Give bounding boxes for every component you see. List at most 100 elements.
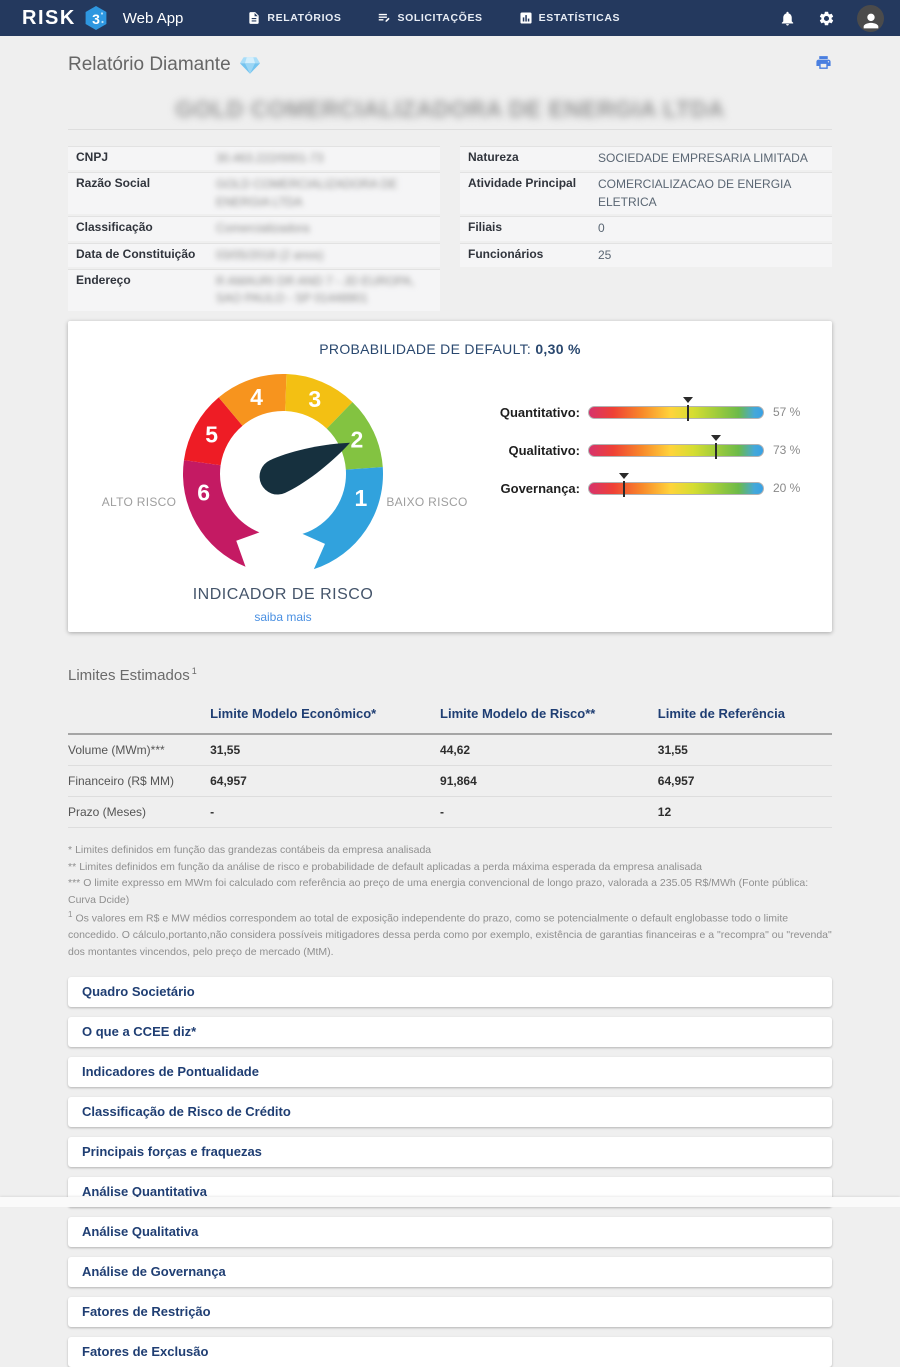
info-value: COMERCIALIZACAO DE ENERGIA ELETRICA — [598, 177, 791, 209]
info-row: Endereço R AMAURI DR AND 7 - JD EUROPA, … — [68, 268, 440, 311]
user-avatar[interactable] — [857, 4, 884, 32]
info-row: Funcionários 25 — [460, 242, 832, 267]
cell-value: - — [440, 796, 658, 828]
info-label: Classificação — [76, 220, 153, 235]
bar-marker — [683, 396, 694, 421]
accordion-fatores-exclusao[interactable]: Fatores de Exclusão — [68, 1336, 832, 1367]
nav-item-relatorios[interactable]: RELATÓRIOS — [247, 11, 341, 25]
gauge-number-2: 2 — [351, 426, 364, 452]
footnote: 1 Os valores em R$ e MW médios correspond… — [68, 909, 832, 959]
accordion-forcas-fraquezas[interactable]: Principais forças e fraquezas — [68, 1136, 832, 1167]
footnote: ** Limites definidos em função da análise… — [68, 860, 702, 873]
info-label: Atividade Principal — [468, 176, 577, 191]
brand-text: RISK — [22, 6, 76, 29]
gauge-number-1: 1 — [355, 485, 368, 511]
accordion-risco-credito[interactable]: Classificação de Risco de Crédito — [68, 1096, 832, 1127]
cell-value: 91,864 — [440, 765, 658, 797]
info-label: Natureza — [468, 150, 519, 164]
bar-marker — [711, 434, 722, 459]
info-value: SOCIEDADE EMPRESARIA LIMITADA — [598, 151, 808, 165]
nav-item-estatisticas[interactable]: ESTATÍSTICAS — [519, 11, 620, 25]
info-value: 0 — [598, 221, 605, 236]
bar-label: Quantitativo: — [499, 404, 580, 420]
info-value: 30.463.222/0001-73 — [216, 151, 324, 165]
footnotes: * Limites definidos em função das grandez… — [68, 842, 832, 961]
gauge-segment-5 — [183, 397, 243, 465]
accordion-fatores-restricao[interactable]: Fatores de Restrição — [68, 1296, 832, 1327]
limits-table: Limite Modelo Econômico* Limite Modelo d… — [68, 695, 832, 828]
cell-value: 64,957 — [210, 765, 441, 797]
bar-label: Qualitativo: — [508, 442, 580, 458]
accordion-ccee[interactable]: O que a CCEE diz* — [68, 1016, 832, 1047]
table-row: Volume (MWm)*** 31,55 44,62 31,55 — [68, 733, 832, 766]
info-row: Filiais 0 — [460, 216, 832, 241]
gauge-segment-1 — [302, 466, 384, 569]
cell-value: 12 — [657, 796, 832, 828]
notifications-icon[interactable] — [779, 10, 796, 27]
nav-item-solicitacoes[interactable]: SOLICITAÇÕES — [377, 11, 482, 25]
bar-value: 73 % — [773, 443, 801, 458]
diamond-icon — [239, 56, 261, 75]
accordion-pontualidade[interactable]: Indicadores de Pontualidade — [68, 1056, 832, 1087]
info-value: Comercializadora — [216, 221, 310, 236]
top-navbar: RISK 3 Web App RELATÓRIOS SOLICITAÇÕES — [0, 0, 900, 36]
gauge-segment-2 — [326, 401, 383, 470]
gauge-segment-3 — [285, 373, 353, 429]
svg-text:3: 3 — [92, 11, 100, 27]
accordion-quadro-societario[interactable]: Quadro Societário — [68, 976, 832, 1007]
report-icon — [247, 11, 261, 25]
info-row: Classificação Comercializadora — [68, 216, 440, 241]
risk-indicator-card: PROBABILIDADE DE DEFAULT: 0,30 % 6 5 4 3 2 1 … — [68, 320, 832, 632]
score-bar-quantitativo: Quantitativo: 57 % — [480, 396, 812, 421]
printer-icon[interactable] — [815, 54, 832, 76]
page-title: Relatório Diamante — [68, 54, 231, 75]
row-label: Prazo (Meses) — [68, 796, 211, 828]
score-bar-governanca: Governança: 20 % — [480, 472, 812, 497]
limits-col-risco: Limite Modelo de Risco** — [440, 695, 658, 735]
settings-icon[interactable] — [818, 10, 835, 27]
limits-heading-sup: 1 — [191, 665, 197, 676]
nav-item-label: RELATÓRIOS — [267, 12, 342, 24]
row-label: Volume (MWm)*** — [68, 733, 211, 766]
cell-value: - — [210, 796, 441, 828]
limits-heading: Limites Estimados 1 — [68, 665, 197, 684]
accordion-analise-governanca[interactable]: Análise de Governança — [68, 1256, 832, 1287]
cell-value: 31,55 — [657, 733, 832, 766]
info-label: CNPJ — [76, 150, 109, 164]
gauge-number-4: 4 — [250, 384, 263, 410]
info-label: Endereço — [76, 272, 131, 287]
app-title: Web App — [122, 9, 184, 27]
statistics-icon — [519, 11, 533, 25]
cell-value: 64,957 — [657, 765, 832, 797]
gradient-bar — [588, 434, 764, 459]
nav-item-label: ESTATÍSTICAS — [538, 12, 621, 24]
table-row: Prazo (Meses) - - 12 — [68, 796, 832, 828]
gauge-caption: INDICADOR DE RISCO — [192, 585, 374, 603]
company-info-left: CNPJ 30.463.222/0001-73 Razão Social GOL… — [68, 146, 440, 313]
default-probability-label: PROBABILIDADE DE DEFAULT: — [319, 340, 532, 357]
gauge-needle — [259, 442, 351, 495]
requests-icon — [377, 11, 391, 25]
bar-marker — [618, 472, 629, 497]
info-label: Data de Constituição — [76, 246, 196, 261]
accordion-analise-qualitativa[interactable]: Análise Qualitativa — [68, 1216, 832, 1247]
info-value: 25 — [598, 247, 612, 262]
footnote: * Limites definidos em função das grandez… — [68, 843, 432, 856]
info-row: Razão Social GOLD COMERCIALIZADORA DE EN… — [68, 172, 440, 215]
gradient-bar — [588, 396, 764, 421]
brand-logo[interactable]: RISK 3 — [22, 5, 109, 31]
gradient-bar — [588, 472, 764, 497]
bar-value: 20 % — [773, 481, 801, 496]
gauge-number-3: 3 — [308, 386, 321, 412]
info-value: R AMAURI DR AND 7 - JD EUROPA, SAO PAULO… — [216, 273, 415, 306]
company-name-redacted: GOLD COMERCIALIZADORA DE ENERGIA LTDA — [175, 96, 725, 122]
gauge-number-5: 5 — [205, 421, 218, 447]
saiba-mais-link[interactable]: saiba mais — [254, 609, 312, 624]
bar-label: Governança: — [500, 480, 580, 496]
gauge-segment-6 — [182, 459, 260, 567]
footnote: *** O limite expresso em MWm foi calculad… — [68, 877, 809, 907]
cell-value: 31,55 — [210, 733, 441, 766]
gauge-number-6: 6 — [197, 479, 210, 505]
limits-col-referencia: Limite de Referência — [657, 695, 832, 735]
risk-gauge-chart: 6 5 4 3 2 1 — [182, 373, 384, 569]
